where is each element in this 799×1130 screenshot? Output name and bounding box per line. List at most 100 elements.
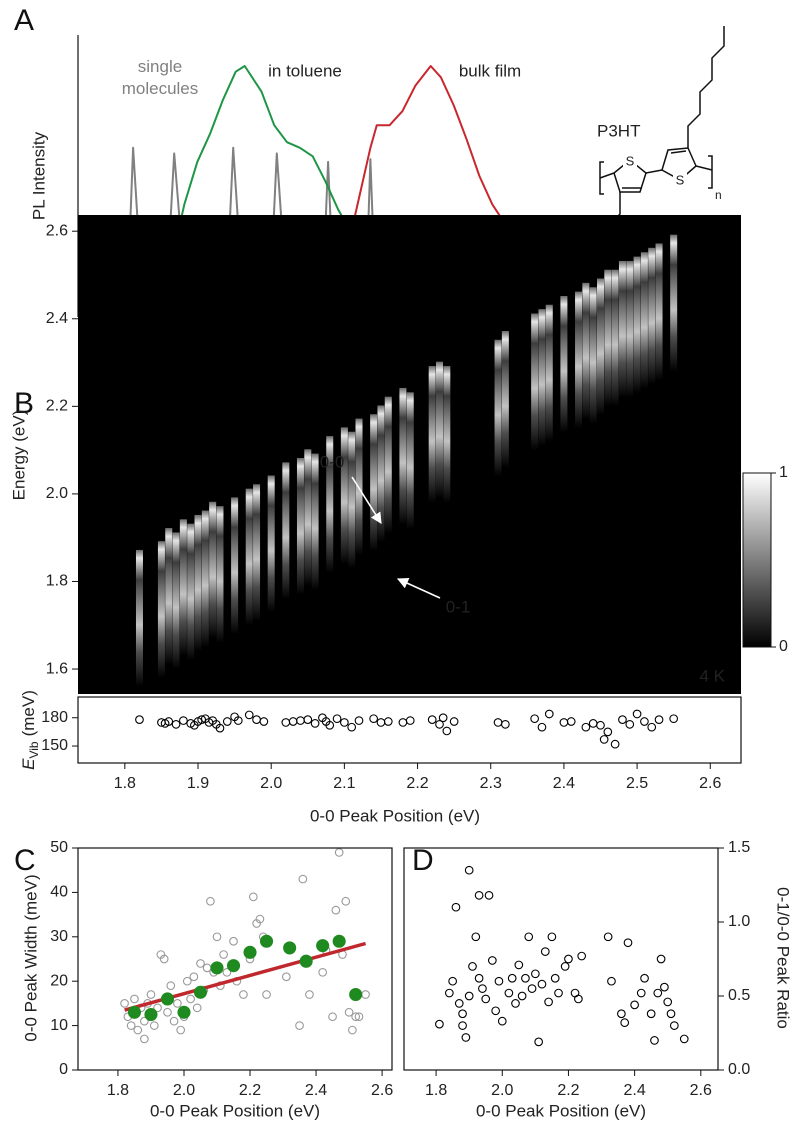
data-point — [171, 719, 181, 729]
data-point — [438, 713, 448, 723]
data-point — [244, 710, 254, 720]
data-point — [197, 715, 207, 724]
x-tick-label: 2.1 — [333, 775, 355, 792]
y-tick-label: 2.6 — [46, 222, 68, 239]
x-axis-label: 0-0 Peak Position (eV) — [476, 1101, 646, 1120]
y-axis-label: EVib (meV) — [19, 690, 41, 770]
spectrum-column — [501, 331, 509, 468]
data-point — [620, 1018, 630, 1027]
x-tick-label: 2.6 — [699, 775, 721, 792]
data-point — [252, 715, 261, 724]
x-tick-label: 1.9 — [187, 775, 209, 792]
data-point — [630, 1000, 639, 1010]
data-point — [632, 709, 642, 719]
spectrum-column — [670, 234, 678, 372]
data-point — [679, 1034, 689, 1044]
data-point — [383, 717, 393, 726]
data-point — [537, 722, 547, 732]
data-point — [149, 1021, 159, 1030]
data-point — [461, 1033, 471, 1042]
data-point — [481, 994, 491, 1004]
data-point — [534, 1037, 544, 1047]
y-tick-label: 40 — [50, 884, 68, 901]
data-point — [348, 1025, 357, 1035]
data-point — [484, 891, 494, 900]
data-point — [640, 973, 649, 983]
data-point — [262, 990, 271, 999]
data-point — [636, 988, 646, 998]
data-point — [310, 719, 320, 728]
y-tick-label: 2.2 — [46, 398, 68, 415]
y-tick-label: 2.0 — [46, 485, 68, 502]
spectrum-column — [545, 304, 553, 442]
series-label: bulk film — [459, 61, 521, 80]
data-point — [435, 1019, 444, 1029]
bond — [599, 172, 615, 179]
data-point — [625, 719, 635, 729]
spectrum-column — [253, 484, 261, 621]
colorbar-tick-label: 0 — [779, 638, 788, 655]
thiophene-ring — [613, 159, 647, 193]
data-point — [618, 715, 627, 724]
data-point — [169, 1016, 179, 1026]
data-point — [332, 714, 342, 724]
data-point — [493, 718, 503, 727]
mean-point — [160, 992, 175, 1006]
spectrum-column — [311, 453, 319, 591]
data-point — [607, 976, 616, 986]
spectrum-column — [216, 506, 224, 643]
data-point — [146, 990, 156, 999]
data-point — [524, 932, 534, 942]
data-point — [222, 967, 232, 977]
mean-point — [316, 939, 330, 953]
spectrum-column — [399, 387, 407, 525]
y-tick-label: 30 — [50, 928, 68, 945]
data-point — [126, 1021, 136, 1030]
y-tick-label: 0.0 — [728, 1061, 750, 1078]
plot-frame — [77, 696, 742, 764]
spectrum-column — [370, 414, 378, 551]
spectrum-column — [267, 475, 275, 613]
data-point — [255, 914, 265, 924]
data-point — [458, 1021, 467, 1030]
spectrum-column — [531, 313, 539, 451]
data-point — [640, 717, 649, 726]
data-point — [340, 718, 349, 727]
x-tick-label: 2.4 — [553, 775, 575, 792]
data-point — [531, 969, 540, 979]
data-point — [130, 994, 139, 1004]
atom-label: S — [676, 172, 685, 187]
data-point — [653, 988, 663, 998]
spectrum-column — [655, 243, 663, 381]
data-point — [296, 716, 305, 725]
y-axis-unit: (meV) — [19, 690, 38, 736]
data-point — [617, 1009, 626, 1019]
y-axis-label: Energy (eV) — [9, 410, 28, 501]
data-point — [650, 1036, 659, 1045]
spectrum-column — [135, 549, 143, 687]
data-point — [471, 932, 481, 942]
data-point — [669, 714, 679, 724]
data-point — [574, 994, 583, 1004]
data-point — [442, 726, 452, 736]
mean-point — [127, 1005, 142, 1019]
data-point — [550, 973, 560, 983]
data-point — [173, 999, 182, 1008]
data-point — [464, 865, 474, 875]
x-tick-label: 2.4 — [623, 1082, 645, 1099]
y-tick-label: 20 — [50, 972, 68, 989]
data-point — [474, 973, 484, 983]
panel-label: B — [14, 387, 34, 420]
spectrum-column — [282, 462, 290, 599]
data-point — [295, 1021, 304, 1030]
spectrum-column — [648, 247, 656, 385]
data-point — [454, 999, 464, 1008]
hexyl-chain — [687, 26, 725, 148]
mean-point — [243, 945, 257, 959]
annotation: 0-0 — [320, 452, 345, 471]
data-point — [159, 954, 169, 964]
data-point — [491, 1006, 501, 1016]
spectrum-column — [596, 278, 604, 416]
data-point — [468, 962, 477, 971]
spectrum-column — [172, 532, 180, 670]
